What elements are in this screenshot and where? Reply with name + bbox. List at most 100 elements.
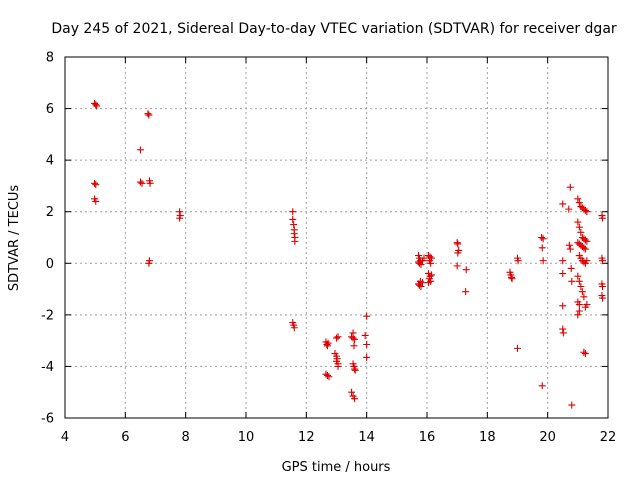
data-point (581, 350, 589, 358)
x-tick-label: 10 (238, 430, 255, 445)
data-point (291, 237, 299, 245)
data-point (581, 206, 589, 214)
x-tick-label: 16 (419, 430, 436, 445)
data-point (93, 102, 101, 110)
data-point (351, 335, 359, 343)
y-tick-label: -4 (41, 360, 54, 375)
x-tick-label: 18 (479, 430, 496, 445)
data-point (420, 254, 428, 262)
data-point (539, 257, 547, 265)
data-point (453, 262, 461, 270)
data-point (425, 279, 433, 287)
data-point (538, 244, 546, 252)
x-tick-label: 4 (61, 430, 69, 445)
y-tick-label: 8 (46, 51, 54, 66)
data-point (574, 311, 582, 319)
data-point (566, 183, 574, 191)
data-point (580, 258, 588, 266)
data-point (538, 234, 546, 241)
data-point (575, 277, 583, 285)
data-point (349, 329, 357, 337)
data-point (323, 371, 331, 379)
y-tick-label: 2 (46, 205, 54, 220)
data-point (426, 253, 434, 261)
x-tick-label: 6 (121, 430, 129, 445)
data-point (138, 179, 146, 187)
data-point (514, 257, 522, 265)
data-point (417, 282, 425, 290)
data-point (580, 348, 588, 356)
data-points (91, 99, 607, 409)
data-point (575, 307, 583, 315)
x-tick-label: 12 (298, 430, 315, 445)
data-point (568, 277, 576, 285)
data-point (361, 331, 369, 339)
data-point (583, 237, 591, 245)
data-point (583, 301, 591, 309)
data-point (581, 245, 589, 253)
data-point (599, 294, 607, 302)
data-point (566, 245, 574, 253)
data-point (559, 270, 567, 278)
data-point (453, 239, 461, 247)
data-point (539, 235, 547, 243)
data-point (176, 208, 184, 216)
data-point (348, 388, 356, 396)
data-point (418, 279, 426, 287)
tick-labels: 4 6 8 10 12 14 16 18 20 22 -6 -4 -2 0 2 4 6 8 (41, 51, 616, 446)
data-point (351, 366, 359, 374)
data-point (454, 240, 462, 248)
data-point (580, 293, 588, 301)
data-point (290, 324, 298, 332)
x-tick-label: 22 (600, 430, 617, 445)
data-point (136, 146, 144, 154)
data-point (559, 200, 567, 208)
data-point (92, 197, 100, 205)
x-axis-label: GPS time / hours (282, 460, 391, 475)
data-point (507, 273, 515, 281)
data-point (92, 101, 100, 109)
data-point (567, 264, 575, 272)
data-point (146, 179, 154, 187)
data-point (363, 353, 371, 361)
data-point (508, 275, 516, 283)
data-point (577, 282, 585, 290)
data-point (363, 312, 371, 320)
data-point (578, 288, 586, 296)
data-point (462, 266, 470, 274)
data-point (565, 241, 573, 249)
plot-frame (64, 56, 609, 419)
data-point (599, 257, 607, 265)
data-point (334, 333, 342, 341)
data-point (176, 214, 184, 222)
data-point (559, 302, 567, 310)
data-point (559, 325, 567, 333)
data-point (350, 342, 358, 350)
y-tick-label: -2 (41, 308, 54, 323)
data-point (290, 221, 298, 229)
y-axis-label: SDTVAR / TECUs (7, 185, 22, 292)
data-point (580, 244, 588, 252)
data-point (136, 178, 144, 186)
data-point (145, 111, 153, 119)
data-point (92, 181, 100, 189)
data-point (538, 382, 546, 390)
data-point (577, 228, 585, 236)
y-tick-label: 4 (46, 154, 54, 169)
data-point (462, 288, 470, 296)
data-point (583, 208, 591, 216)
x-tick-label: 20 (539, 430, 556, 445)
chart-title: Day 245 of 2021, Sidereal Day-to-day VTE… (51, 21, 617, 37)
data-point (289, 215, 297, 223)
data-point (574, 272, 582, 280)
data-point (91, 179, 99, 187)
y-tick-label: 0 (46, 257, 54, 272)
data-point (575, 223, 583, 231)
data-point (454, 249, 462, 257)
x-tick-label: 8 (182, 430, 190, 445)
data-point (363, 341, 371, 349)
data-point (144, 110, 152, 118)
data-point (351, 395, 359, 403)
